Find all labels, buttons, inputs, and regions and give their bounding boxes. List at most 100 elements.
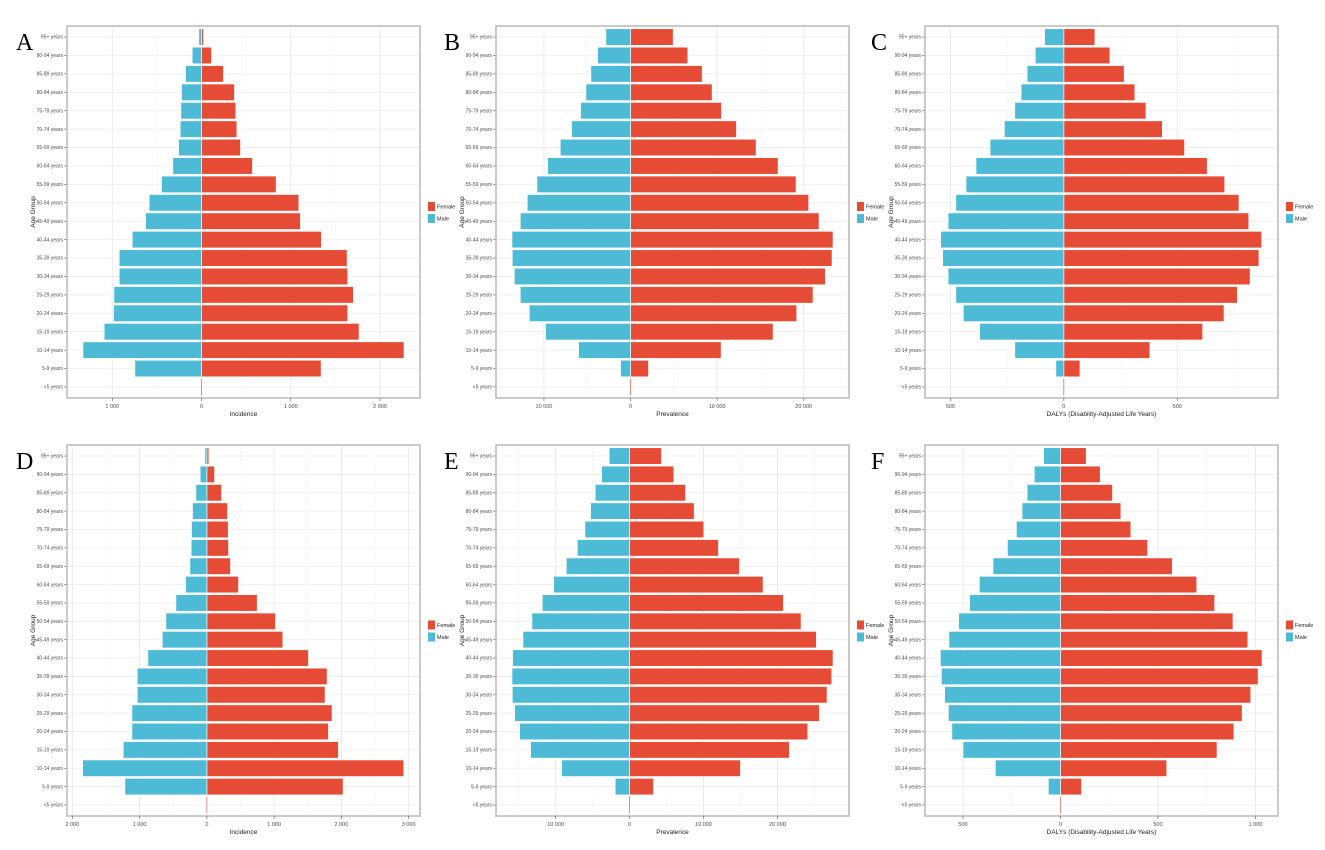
- ytick-label: 90-94 years: [895, 472, 922, 478]
- bar-female: [201, 120, 238, 138]
- ytick-label: 85-89 years: [466, 72, 493, 78]
- legend-label-female: Female: [1295, 205, 1313, 211]
- bar-male: [522, 631, 630, 649]
- bar-male: [527, 194, 631, 212]
- bar-female: [1063, 138, 1185, 157]
- bar-male: [1026, 484, 1061, 502]
- y-axis-title: Age Group: [459, 614, 466, 646]
- ytick-label: 65-69 years: [466, 564, 493, 570]
- bar-female: [201, 249, 348, 267]
- bar-female: [1060, 631, 1249, 649]
- ytick-label: 75-79 years: [466, 108, 493, 114]
- xtick-label: 0: [629, 404, 632, 410]
- bar-male: [181, 83, 202, 101]
- ytick-label: 40-44 years: [895, 656, 922, 662]
- bar-female: [206, 465, 215, 483]
- bar-male: [131, 704, 208, 722]
- bar-male: [992, 557, 1061, 575]
- xtick-label: 500: [1153, 822, 1162, 828]
- y-axis-title: Age Group: [459, 196, 466, 228]
- ytick-label: 50-54 years: [37, 619, 64, 625]
- bar-female: [629, 557, 740, 575]
- bar-female: [1060, 502, 1122, 520]
- legend-swatch-male: [428, 214, 435, 223]
- ytick-label: 75-79 years: [895, 108, 922, 114]
- bar-female: [629, 502, 695, 520]
- bar-female: [1063, 249, 1260, 267]
- plot-frame: [924, 444, 1279, 817]
- legend-label-male: Male: [437, 217, 449, 223]
- ytick-label: 55-59 years: [37, 182, 64, 188]
- bar-male: [161, 631, 208, 649]
- panel-letter: A: [16, 30, 34, 56]
- bar-male: [536, 175, 631, 193]
- panel-letter: D: [16, 449, 33, 475]
- bar-female: [1060, 612, 1234, 630]
- ytick-label: 55-59 years: [895, 601, 922, 607]
- bar-male: [605, 28, 631, 46]
- ytick-label: 55-59 years: [895, 182, 922, 188]
- bar-male: [531, 612, 630, 630]
- ytick-label: 35-39 years: [466, 256, 493, 262]
- bar-male: [178, 138, 202, 157]
- ytick-label: 15-19 years: [37, 748, 64, 754]
- xtick-label: 0: [628, 822, 631, 828]
- xtick-label: 1 000: [133, 822, 147, 828]
- ytick-label: 70-74 years: [466, 546, 493, 552]
- panel-letter: E: [444, 449, 459, 475]
- bar-female: [1060, 557, 1173, 575]
- bar-male: [597, 46, 631, 65]
- ytick-label: 15-19 years: [37, 329, 64, 335]
- legend: Female Male: [857, 202, 884, 223]
- bar-female: [1063, 157, 1208, 175]
- bar-female: [1063, 323, 1203, 341]
- xtick-label: 3 000: [402, 822, 416, 828]
- bar-male: [145, 212, 202, 230]
- bar-female: [201, 157, 253, 175]
- ytick-label: 25-29 years: [895, 711, 922, 717]
- legend-swatch-female: [857, 620, 864, 630]
- legend: Female Male: [1286, 202, 1313, 223]
- bar-female: [1063, 46, 1111, 65]
- bar-female: [206, 649, 309, 667]
- ytick-label: <5 years: [473, 385, 493, 391]
- bar-male: [199, 465, 208, 483]
- bar-male: [958, 612, 1061, 630]
- bar-female: [629, 704, 820, 722]
- legend-swatch-male: [857, 632, 864, 642]
- bar-female: [1063, 267, 1251, 286]
- bar-female: [630, 359, 649, 378]
- ytick-label: 75-79 years: [466, 527, 493, 533]
- ytick-label: 80-84 years: [37, 509, 64, 515]
- ytick-label: 90-94 years: [37, 472, 64, 478]
- ytick-label: 5-9 years: [900, 784, 921, 790]
- bar-female: [206, 704, 333, 722]
- bar-female: [629, 778, 654, 796]
- bar-female: [201, 102, 237, 120]
- ytick-label: 30-34 years: [895, 692, 922, 698]
- ytick-label: 45-49 years: [466, 637, 493, 643]
- bar-male: [608, 447, 630, 465]
- ytick-label: 85-89 years: [466, 490, 493, 496]
- bar-male: [947, 212, 1065, 230]
- bar-male: [1021, 502, 1061, 520]
- ytick-label: 25-29 years: [37, 293, 64, 299]
- bar-female: [630, 249, 833, 267]
- bar-female: [629, 465, 675, 483]
- bar-female: [206, 484, 222, 502]
- xtick-label: 500: [958, 822, 967, 828]
- ytick-label: 60-64 years: [466, 582, 493, 588]
- ytick-label: 55-59 years: [37, 601, 64, 607]
- plot-frame: [66, 444, 421, 817]
- bar-male: [147, 649, 208, 667]
- ytick-label: 5-9 years: [42, 784, 63, 790]
- ytick-label: 50-54 years: [37, 200, 64, 206]
- bar-male: [559, 138, 631, 157]
- ytick-label: 85-89 years: [895, 72, 922, 78]
- bar-male: [511, 231, 631, 249]
- ytick-label: 40-44 years: [466, 656, 493, 662]
- bar-male: [520, 212, 631, 230]
- x-axis-title: DALYs (Disability-Adjusted Life Years): [1047, 829, 1157, 836]
- bar-male: [131, 722, 208, 741]
